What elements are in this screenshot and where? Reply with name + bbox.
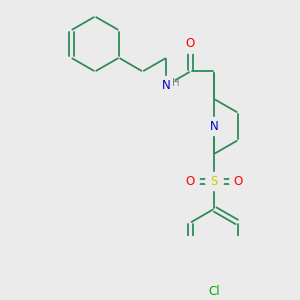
Text: O: O	[186, 175, 195, 188]
Text: N: N	[162, 79, 171, 92]
Text: H: H	[172, 78, 179, 88]
Text: S: S	[210, 175, 218, 188]
Text: O: O	[233, 175, 243, 188]
Text: Cl: Cl	[208, 285, 220, 298]
Text: O: O	[186, 38, 195, 50]
Text: N: N	[210, 120, 218, 133]
